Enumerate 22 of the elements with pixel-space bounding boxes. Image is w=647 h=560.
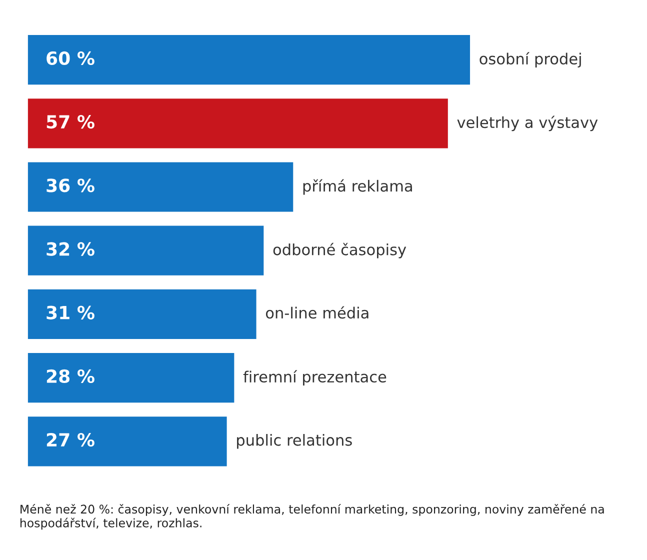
y-tick-label: veletrhy a výstavy [457, 116, 598, 132]
y-tick-label: osobní prodej [480, 52, 581, 68]
text: Méně než 20 %: časopisy, venkovní reklama, telefonní marketing, sponzoring, noviny zaměřené na hospodářství, televize, rozhlas. [20, 504, 604, 530]
y-tick-label: přímá reklama [303, 179, 412, 195]
bar [28, 226, 264, 276]
data-label: 60 % [46, 51, 94, 66]
data-label: 28 % [46, 369, 94, 384]
y-tick-label: firemní prezentace [243, 370, 386, 386]
y-tick-label: on-line média [266, 306, 368, 319]
data-label: 32 % [46, 242, 94, 256]
data-label: 36 % [46, 178, 94, 192]
y-tick-label: odborné časopisy [273, 242, 406, 258]
bar [28, 98, 448, 148]
data-label: 57 % [46, 114, 94, 129]
data-label: 31 % [46, 306, 94, 320]
bar [28, 34, 470, 85]
bar [28, 352, 234, 403]
bar [28, 289, 256, 340]
data-label: 27 % [46, 432, 94, 447]
bar [28, 162, 294, 212]
y-tick-label: public relations [237, 434, 352, 449]
bar [28, 416, 227, 466]
